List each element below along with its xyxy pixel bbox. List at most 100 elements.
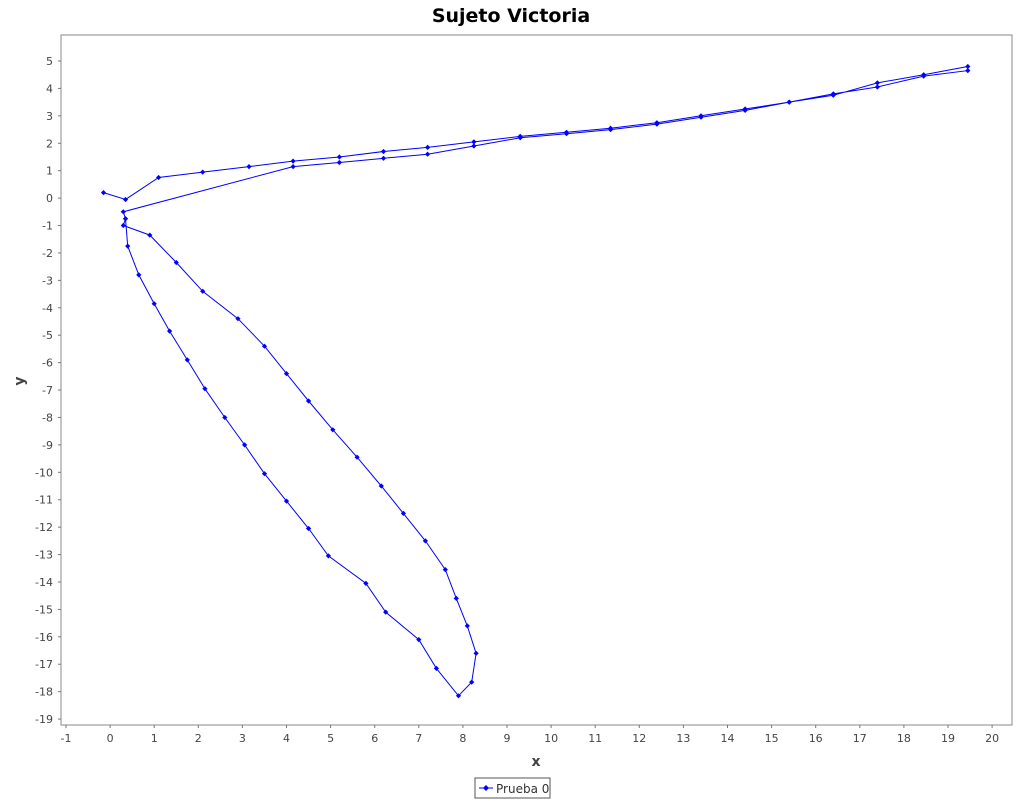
- x-tick-label: 9: [504, 732, 511, 745]
- data-point: [125, 243, 131, 249]
- y-tick-label: -3: [42, 274, 53, 287]
- y-tick-label: -14: [35, 576, 53, 589]
- data-point: [698, 114, 704, 120]
- data-point: [742, 107, 748, 113]
- y-tick-label: -5: [42, 329, 53, 342]
- data-point: [786, 99, 792, 105]
- data-point: [921, 73, 927, 79]
- data-point: [167, 328, 173, 334]
- x-tick-label: 10: [544, 732, 558, 745]
- data-point: [100, 190, 107, 196]
- x-tick-label: 4: [283, 732, 290, 745]
- y-tick-label: -18: [35, 686, 53, 699]
- y-tick-label: -10: [35, 466, 53, 479]
- y-tick-label: -1: [42, 220, 53, 233]
- data-point: [222, 414, 228, 421]
- x-tick-label: 20: [985, 732, 999, 745]
- data-point: [305, 398, 312, 404]
- data-point: [517, 135, 523, 141]
- y-axis-label: y: [12, 376, 28, 385]
- data-point: [400, 510, 406, 516]
- data-point: [383, 609, 389, 615]
- y-tick-label: -8: [42, 411, 53, 424]
- x-tick-label: 15: [765, 732, 779, 745]
- data-point: [120, 209, 126, 215]
- y-tick-label: 3: [46, 110, 53, 123]
- x-axis-label: x: [531, 754, 540, 770]
- data-point: [283, 498, 290, 504]
- data-point: [422, 538, 428, 544]
- data-point: [654, 121, 660, 127]
- data-point: [453, 595, 459, 601]
- legend-entry-label: Prueba 0: [496, 782, 549, 796]
- data-point: [965, 63, 971, 70]
- x-tick-label: 1: [151, 732, 158, 745]
- x-tick-label: 11: [588, 732, 602, 745]
- plot-area: [60, 34, 1013, 726]
- data-point: [336, 154, 342, 160]
- data-point: [380, 155, 387, 161]
- y-axis: 5 4 3 2 1 0 -1 -2 -3 -4 -5 -6 -7 -8 -9 -10 -11 -12 -13 -14 -…: [35, 55, 61, 726]
- data-point: [608, 127, 614, 133]
- x-tick-label: 16: [809, 732, 823, 745]
- y-tick-label: -2: [42, 247, 53, 260]
- data-point: [464, 623, 470, 629]
- y-tick-label: 4: [46, 82, 53, 95]
- data-point: [200, 169, 206, 175]
- legend-diamond-icon: [483, 785, 489, 791]
- data-point: [122, 196, 129, 203]
- data-point: [122, 216, 129, 222]
- data-point: [151, 301, 157, 307]
- y-tick-label: -13: [35, 549, 53, 562]
- x-tick-label: 12: [632, 732, 646, 745]
- y-tick-label: -6: [42, 357, 53, 370]
- data-point: [290, 158, 296, 164]
- data-point: [136, 272, 142, 278]
- data-point: [325, 553, 331, 559]
- data-point: [200, 288, 206, 294]
- data-point: [455, 693, 462, 699]
- data-point: [425, 144, 431, 150]
- data-point: [363, 580, 369, 586]
- data-point: [336, 159, 342, 166]
- y-tick-label: -19: [35, 713, 53, 726]
- data-point: [156, 174, 162, 181]
- data-point: [290, 164, 296, 170]
- chart-title: Sujeto Victoria: [432, 5, 590, 27]
- data-point: [433, 665, 439, 671]
- data-point: [261, 343, 268, 349]
- x-tick-label: -1: [61, 732, 72, 745]
- data-point: [442, 567, 448, 573]
- y-tick-label: -11: [35, 494, 53, 507]
- data-point: [473, 650, 479, 656]
- data-point: [874, 84, 880, 90]
- x-tick-label: 6: [371, 732, 378, 745]
- data-point: [235, 316, 241, 322]
- data-point: [283, 371, 290, 377]
- data-point: [242, 442, 248, 448]
- x-tick-label: 13: [676, 732, 690, 745]
- data-point: [425, 151, 431, 157]
- y-tick-label: -15: [35, 603, 53, 616]
- data-point: [380, 148, 387, 155]
- y-tick-label: 2: [46, 137, 53, 150]
- y-tick-label: 1: [46, 165, 53, 178]
- data-point: [469, 679, 475, 685]
- data-point: [261, 471, 268, 477]
- data-point: [830, 91, 836, 97]
- data-point: [965, 68, 971, 74]
- y-tick-label: -16: [35, 631, 53, 644]
- data-point: [202, 386, 208, 392]
- x-tick-label: 17: [853, 732, 867, 745]
- y-tick-label: 5: [46, 55, 53, 68]
- data-point: [563, 131, 570, 137]
- y-tick-label: -17: [35, 658, 53, 671]
- data-point: [305, 525, 312, 532]
- data-point: [147, 232, 153, 238]
- data-point: [471, 139, 477, 145]
- x-tick-label: 19: [941, 732, 955, 745]
- x-tick-label: 3: [239, 732, 246, 745]
- y-tick-label: -12: [35, 521, 53, 534]
- x-tick-label: 18: [897, 732, 911, 745]
